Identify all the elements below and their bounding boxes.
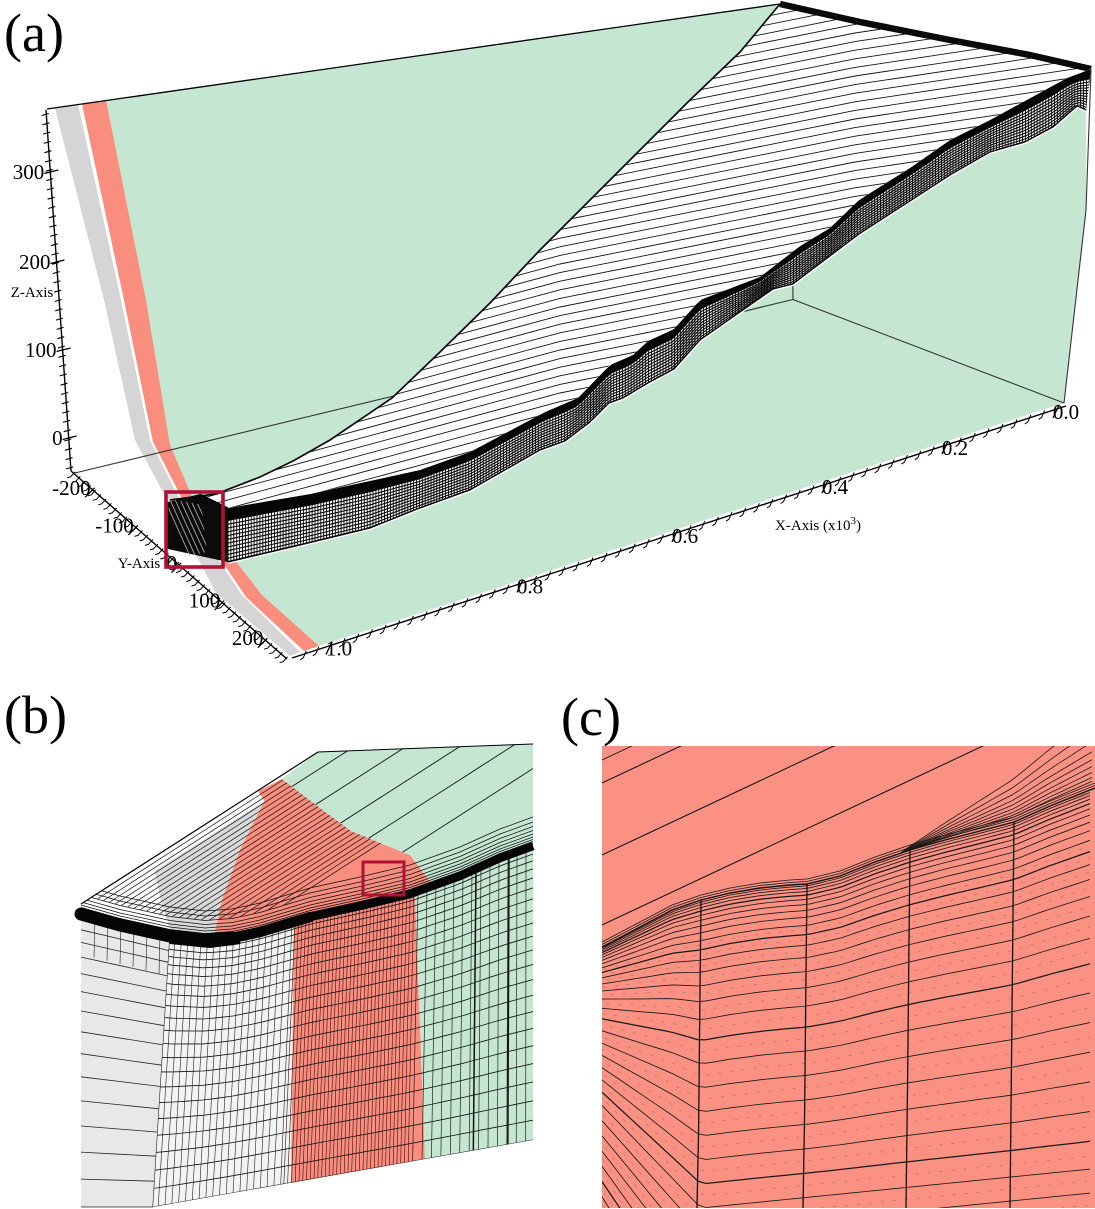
x-tick-label-0.6: 0.6	[672, 524, 698, 548]
panel-c-background	[602, 746, 1095, 1208]
z-tick-label-300: 300	[13, 160, 45, 184]
band-back-silhouette	[169, 3, 781, 501]
panel-a-3d-overview: 0 100 200 300 Z-Axis -200-100 0 100 200 Y-Axis 1.0…	[11, 0, 1092, 664]
y-tick-label-0: 0	[167, 551, 178, 575]
zoom-box-b	[361, 860, 406, 897]
panel-a-zoom-box	[164, 490, 225, 569]
x-axis-title: X-Axis (x103)	[775, 515, 861, 534]
panel-b-mesh-block	[74, 743, 535, 1208]
z-tick-label-200: 200	[19, 250, 51, 274]
panel-b-label: (b)	[4, 685, 67, 745]
back-plane-green	[106, 4, 780, 515]
panel-b-terminus-zoom	[74, 743, 535, 1208]
zoom-box-a	[164, 490, 225, 569]
band-top-surface	[170, 4, 1091, 508]
y-axis-title: Y-Axis	[118, 556, 161, 572]
x-tick-label-0.0: 0.0	[1053, 400, 1079, 424]
x-tick-label-0.2: 0.2	[942, 436, 968, 460]
terminus-block	[167, 493, 229, 562]
y-tick-label--100: -100	[95, 513, 134, 537]
y-tick-label--200: -200	[52, 476, 91, 500]
panel-a-axes: 0 100 200 300 Z-Axis -200-100 0 100 200 Y-Axis 1.0…	[11, 109, 1079, 664]
panel-a-label: (a)	[4, 3, 64, 63]
panel-c-label: (c)	[561, 687, 621, 747]
x-tick-label-1.0: 1.0	[326, 637, 352, 661]
refined-layer-band	[79, 842, 535, 945]
floor-stripe-gray	[55, 104, 300, 656]
panel-a-domain-planes	[46, 3, 1092, 656]
x-tick-label-0.8: 0.8	[517, 574, 543, 598]
panel-c-layers-zoom	[602, 746, 1095, 1208]
top-band-green	[282, 744, 533, 892]
floor-stripe-red	[82, 100, 319, 651]
box-right-edge-line	[1063, 68, 1092, 404]
surface-ridge-line	[602, 787, 1095, 948]
x-tick-label-0.4: 0.4	[822, 475, 849, 499]
domain-top-edge	[46, 3, 781, 110]
band-ridge-edge	[779, 0, 1092, 73]
y-tick-label-100: 100	[189, 589, 221, 613]
panel-c-mesh	[602, 746, 1095, 1208]
panel-b-zoom-box	[361, 860, 406, 897]
z-tick-label-100: 100	[25, 338, 57, 362]
x-axis-line	[291, 405, 1067, 659]
z-tick-label-0: 0	[52, 426, 63, 450]
floor-plane-green	[200, 106, 1086, 646]
y-tick-label-200: 200	[232, 626, 264, 650]
z-axis-title: Z-Axis	[11, 285, 54, 301]
front-section-red	[291, 892, 425, 1183]
